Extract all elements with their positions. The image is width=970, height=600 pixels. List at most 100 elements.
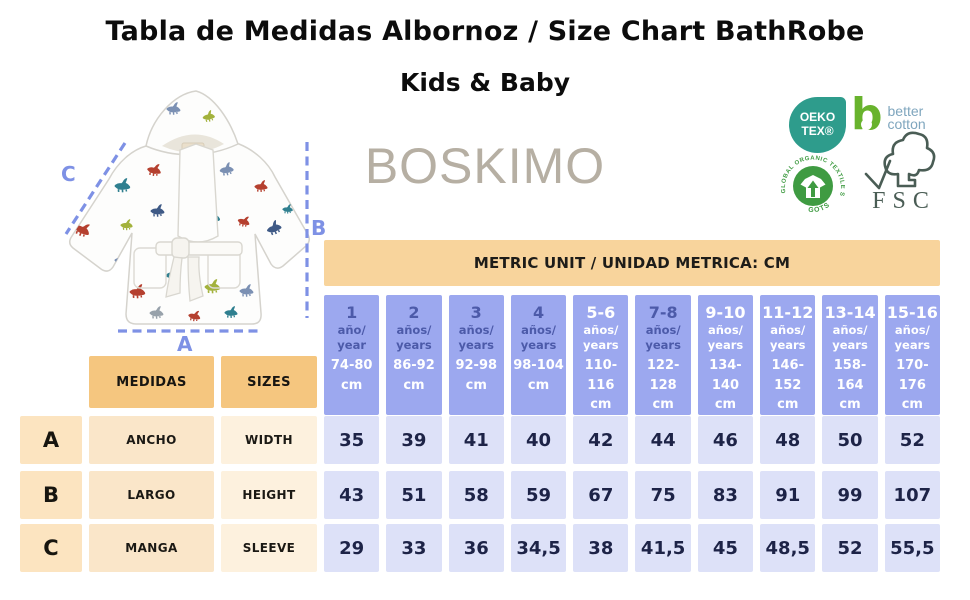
size-height-range: 146-152 cm — [771, 358, 805, 413]
value-cell: 50 — [822, 416, 878, 464]
value-cell: 41 — [448, 416, 504, 464]
size-column-headers: 1 año/ year 74-80 cm 2 años/ years 86-92… — [20, 295, 940, 415]
robe-collar — [177, 143, 219, 243]
size-column-header-1: 1 año/ year 74-80 cm — [324, 295, 380, 415]
value-cell: 75 — [635, 471, 691, 519]
size-unit: años/ years — [832, 322, 868, 352]
size-unit: años/ years — [894, 322, 931, 352]
row-size: HEIGHT — [221, 471, 317, 519]
row-letter: C — [20, 524, 82, 572]
table-row-sleeve: C MANGA SLEEVE 29 33 36 34,5 38 41,5 45 … — [20, 524, 940, 572]
value-cell: 46 — [697, 416, 754, 464]
value-cell: 67 — [573, 471, 629, 519]
size-unit: años/ years — [769, 322, 806, 352]
size-age: 4 — [532, 303, 545, 322]
robe-belt-tail-right — [187, 256, 204, 302]
value-cell: 59 — [510, 471, 567, 519]
size-height-range: 92-98 cm — [455, 358, 498, 393]
size-column-header-15-16: 15-16 años/ years 170-176 cm — [884, 295, 940, 415]
value-cell: 58 — [448, 471, 504, 519]
value-cell: 33 — [386, 524, 442, 572]
measure-label-c: C — [61, 162, 76, 186]
better-cotton-b-icon: b — [851, 89, 883, 140]
value-cell: 38 — [573, 524, 629, 572]
size-column-header-11-12: 11-12 años/ years 146-152 cm — [760, 295, 816, 415]
size-column-header-13-14: 13-14 años/ years 158-164 cm — [822, 295, 878, 415]
size-height-range: 170-176 cm — [896, 358, 929, 413]
size-height-range: 98-104 cm — [513, 358, 564, 393]
robe-pocket-left — [133, 247, 167, 289]
size-age: 1 — [346, 303, 358, 322]
size-unit: años/ years — [707, 322, 744, 352]
size-unit: años/ years — [396, 322, 432, 352]
value-cell: 99 — [822, 471, 878, 519]
row-medida: LARGO — [89, 471, 214, 519]
value-cell: 34,5 — [510, 524, 567, 572]
value-cell: 51 — [386, 471, 442, 519]
gots-icon: GLOBAL ORGANIC TEXTILE STANDARD GOTS — [779, 146, 845, 214]
row-letter: A — [20, 416, 82, 464]
measure-label-b: B — [311, 216, 327, 240]
brand-logo-text: BOSKIMO — [364, 138, 606, 194]
size-height-range: 110-116 cm — [584, 358, 618, 413]
better-cotton-line2: cotton — [887, 116, 926, 132]
better-cotton-line1: better — [887, 103, 924, 119]
value-cell: 91 — [760, 471, 816, 519]
row-letter: B — [20, 471, 82, 519]
better-cotton-logo: b better cotton — [851, 89, 926, 140]
value-cell: 39 — [386, 416, 442, 464]
value-cell: 107 — [884, 471, 940, 519]
size-age: 15-16 — [886, 303, 938, 322]
size-age: 7-8 — [648, 303, 678, 322]
size-age: 5-6 — [586, 303, 616, 322]
size-age: 2 — [408, 303, 420, 322]
size-column-header-9-10: 9-10 años/ years 134-140 cm — [697, 295, 754, 415]
size-age: 9-10 — [705, 303, 746, 322]
fsc-logo: FSC — [856, 128, 952, 218]
value-cell: 48 — [760, 416, 816, 464]
row-medida: MANGA — [89, 524, 214, 572]
size-age: 13-14 — [824, 303, 876, 322]
size-unit: años/ years — [458, 322, 495, 352]
size-column-header-3: 3 años/ years 92-98 cm — [448, 295, 504, 415]
page-subtitle: Kids & Baby — [399, 68, 571, 97]
value-cell: 40 — [510, 416, 567, 464]
size-unit: años/ years — [645, 322, 681, 352]
metric-unit-banner: METRIC UNIT / UNIDAD METRICA: CM — [324, 240, 940, 286]
value-cell: 29 — [324, 524, 380, 572]
oeko-tex-label-line1: OEKO — [799, 110, 836, 125]
oeko-tex-badge: OEKO TEX® — [789, 97, 846, 153]
measure-headers: MEDIDAS SIZES — [20, 356, 940, 408]
size-column-header-5-6: 5-6 años/ years 110-116 cm — [573, 295, 629, 415]
value-cell: 41,5 — [635, 524, 691, 572]
size-unit: año/ year — [337, 322, 367, 352]
value-cell: 48,5 — [760, 524, 816, 572]
value-cell: 52 — [884, 416, 940, 464]
better-cotton-label: better cotton — [887, 103, 926, 132]
size-column-header-2: 2 años/ years 86-92 cm — [386, 295, 442, 415]
value-cell: 35 — [324, 416, 380, 464]
size-height-range: 122-128 cm — [646, 358, 680, 413]
sizes-header: SIZES — [221, 356, 317, 408]
size-height-range: 74-80 cm — [330, 358, 373, 393]
table-row-width: A ANCHO WIDTH 35 39 41 40 42 44 46 48 50… — [20, 416, 940, 464]
size-height-range: 86-92 cm — [393, 358, 435, 393]
value-cell: 42 — [573, 416, 629, 464]
value-cell: 83 — [697, 471, 754, 519]
fsc-label: FSC — [872, 188, 936, 214]
bathrobe-illustration — [64, 90, 311, 333]
measure-label-a: A — [177, 332, 193, 356]
gots-arrow-icon — [807, 180, 819, 197]
row-size: SLEEVE — [221, 524, 317, 572]
fsc-tree-icon: FSC — [864, 131, 936, 214]
table-row-height: B LARGO HEIGHT 43 51 58 59 67 75 83 91 9… — [20, 471, 940, 519]
size-unit: años/ years — [520, 322, 557, 352]
size-age: 11-12 — [762, 303, 814, 322]
size-age: 3 — [470, 303, 482, 322]
metric-unit-band: METRIC UNIT / UNIDAD METRICA: CM — [20, 240, 940, 286]
value-cell: 52 — [822, 524, 878, 572]
oeko-tex-label-line2: TEX® — [801, 124, 834, 138]
row-size: WIDTH — [221, 416, 317, 464]
value-cell: 55,5 — [884, 524, 940, 572]
